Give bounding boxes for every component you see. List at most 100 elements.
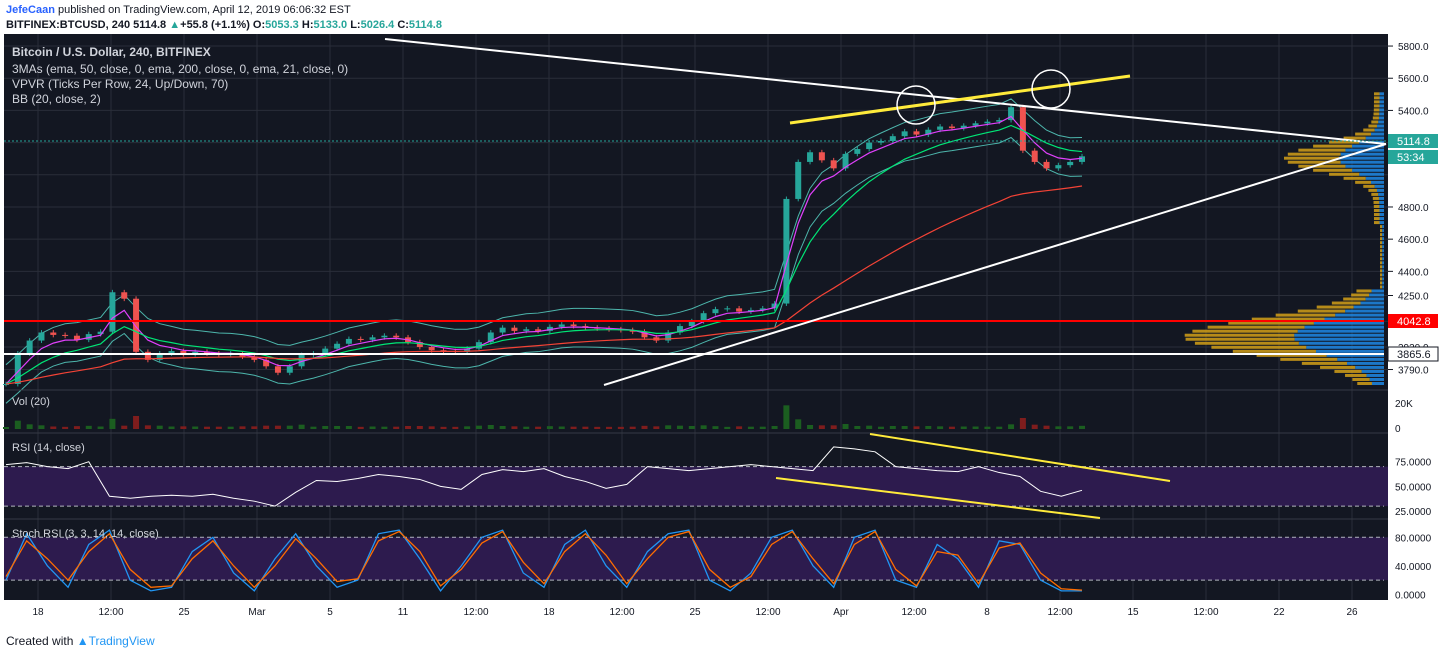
volume-bar xyxy=(996,426,1003,429)
candle-body xyxy=(62,334,69,336)
vpvr-up-bar xyxy=(1329,172,1360,176)
candle-body xyxy=(712,309,719,314)
top-circle-2[interactable] xyxy=(1031,69,1071,109)
vpvr-down-bar xyxy=(1382,265,1384,269)
vpvr-up-bar xyxy=(1287,160,1341,164)
ascending-trendline[interactable] xyxy=(603,143,1387,386)
vpvr-up-bar xyxy=(1313,168,1353,172)
vpvr-up-bar xyxy=(1373,213,1380,217)
candle-body xyxy=(759,308,766,310)
top-circle-1[interactable] xyxy=(896,85,936,125)
bollinger-bands xyxy=(5,98,1083,404)
volume-bar xyxy=(937,426,944,429)
candle-body xyxy=(298,355,305,367)
volume-bar xyxy=(73,426,80,429)
volume-bar xyxy=(274,425,281,429)
time-label-7: 18 xyxy=(543,607,555,618)
candle-body xyxy=(984,121,991,124)
volume-bar xyxy=(889,426,896,429)
volume-bar xyxy=(452,426,459,429)
vpvr-down-bar xyxy=(1379,221,1384,225)
vpvr-up-bar xyxy=(1256,353,1327,357)
candle-body xyxy=(121,292,128,299)
chart-background xyxy=(4,34,1388,600)
volume-bar xyxy=(251,426,258,429)
ema-21-line xyxy=(5,115,1083,385)
vpvr-up-bar xyxy=(1297,309,1346,313)
volume-bar xyxy=(14,420,21,429)
price-tick-10: 3790.0 xyxy=(1398,366,1429,377)
candle-body xyxy=(996,120,1003,122)
rsi-ticks: 75.0000 50.0000 25.0000 xyxy=(1395,458,1432,518)
candle-body xyxy=(736,308,743,312)
tradingview-logo-icon[interactable]: ▲ xyxy=(76,634,89,648)
vpvr-up-bar xyxy=(1380,265,1383,269)
time-label-18: 26 xyxy=(1346,607,1358,618)
volume-bar xyxy=(523,426,530,429)
stoch-k-line xyxy=(5,529,1082,592)
rsi-tick-1: 50.0000 xyxy=(1395,482,1432,493)
candle-body xyxy=(50,332,57,335)
vpvr-down-bar xyxy=(1371,180,1384,184)
candle-body xyxy=(85,334,92,340)
rsi-support-line[interactable] xyxy=(775,477,1101,519)
volume-bar xyxy=(795,419,802,429)
candle-body xyxy=(322,348,329,354)
vpvr-down-bar xyxy=(1347,361,1384,365)
volume-bar xyxy=(1079,425,1085,429)
volume-bar xyxy=(688,426,695,429)
vpvr-down-bar xyxy=(1365,176,1384,180)
time-label-17: 22 xyxy=(1273,607,1285,618)
rsi-bearish-divergence-line[interactable] xyxy=(869,433,1171,482)
vpvr-up-bar xyxy=(1301,361,1348,365)
vpvr-down-bar xyxy=(1371,289,1384,293)
bb-lower xyxy=(5,136,1083,404)
vpvr-down-bar xyxy=(1382,253,1384,257)
vpvr-down-bar xyxy=(1298,341,1384,345)
volume-bar xyxy=(1019,418,1026,429)
vpvr-down-bar xyxy=(1379,92,1384,96)
vpvr-up-bar xyxy=(1373,108,1380,112)
legend-mas: 3MAs (ema, 50, close, 0, ema, 200, close… xyxy=(12,62,348,76)
legend-bb: BB (20, close, 2) xyxy=(12,92,101,106)
vpvr-down-bar xyxy=(1340,152,1384,156)
vpvr-up-bar xyxy=(1380,269,1383,273)
volume-bar xyxy=(854,426,861,429)
vpvr-up-bar xyxy=(1371,120,1379,124)
volume-bar xyxy=(511,426,518,429)
support-tag-text: 4042.8 xyxy=(1397,316,1431,328)
volume-bar xyxy=(121,425,128,429)
vpvr-up-bar xyxy=(1363,128,1375,132)
author-link[interactable]: JefeCaan xyxy=(6,4,55,16)
time-axis xyxy=(4,600,1450,626)
rising-highs-line[interactable] xyxy=(789,74,1131,125)
candle-body xyxy=(511,327,518,331)
candle-body xyxy=(747,309,754,312)
vpvr-up-bar xyxy=(1316,305,1354,309)
candle-body xyxy=(357,338,364,340)
candle-body xyxy=(688,321,695,327)
legend-vpvr: VPVR (Ticks Per Row, 24, Up/Down, 70) xyxy=(12,77,228,91)
price-chart[interactable]: Bitcoin / U.S. Dollar, 240, BITFINEX 3MA… xyxy=(0,34,1450,626)
volume-bar xyxy=(558,426,565,429)
volume-bar xyxy=(428,426,435,429)
tradingview-brand[interactable]: TradingView xyxy=(88,634,155,648)
ohlc-high-label: H: xyxy=(301,19,314,31)
vpvr-down-bar xyxy=(1315,349,1384,353)
time-label-2: 25 xyxy=(178,607,190,618)
last-price: 5114.8 xyxy=(133,19,167,31)
vpvr-down-bar xyxy=(1369,377,1384,381)
time-label-11: Apr xyxy=(833,607,849,618)
vpvr-down-bar xyxy=(1382,273,1384,277)
vpvr-up-bar xyxy=(1351,293,1370,297)
candle-body xyxy=(570,324,577,327)
candle-body xyxy=(523,329,530,331)
descending-trendline[interactable] xyxy=(384,38,1387,145)
candle-body xyxy=(499,327,506,333)
time-label-0: 18 xyxy=(32,607,44,618)
volume-bar xyxy=(345,426,352,429)
vpvr-up-bar xyxy=(1345,373,1367,377)
candle-body xyxy=(487,332,494,343)
volume-bar xyxy=(381,426,388,429)
candle-body xyxy=(428,346,435,351)
